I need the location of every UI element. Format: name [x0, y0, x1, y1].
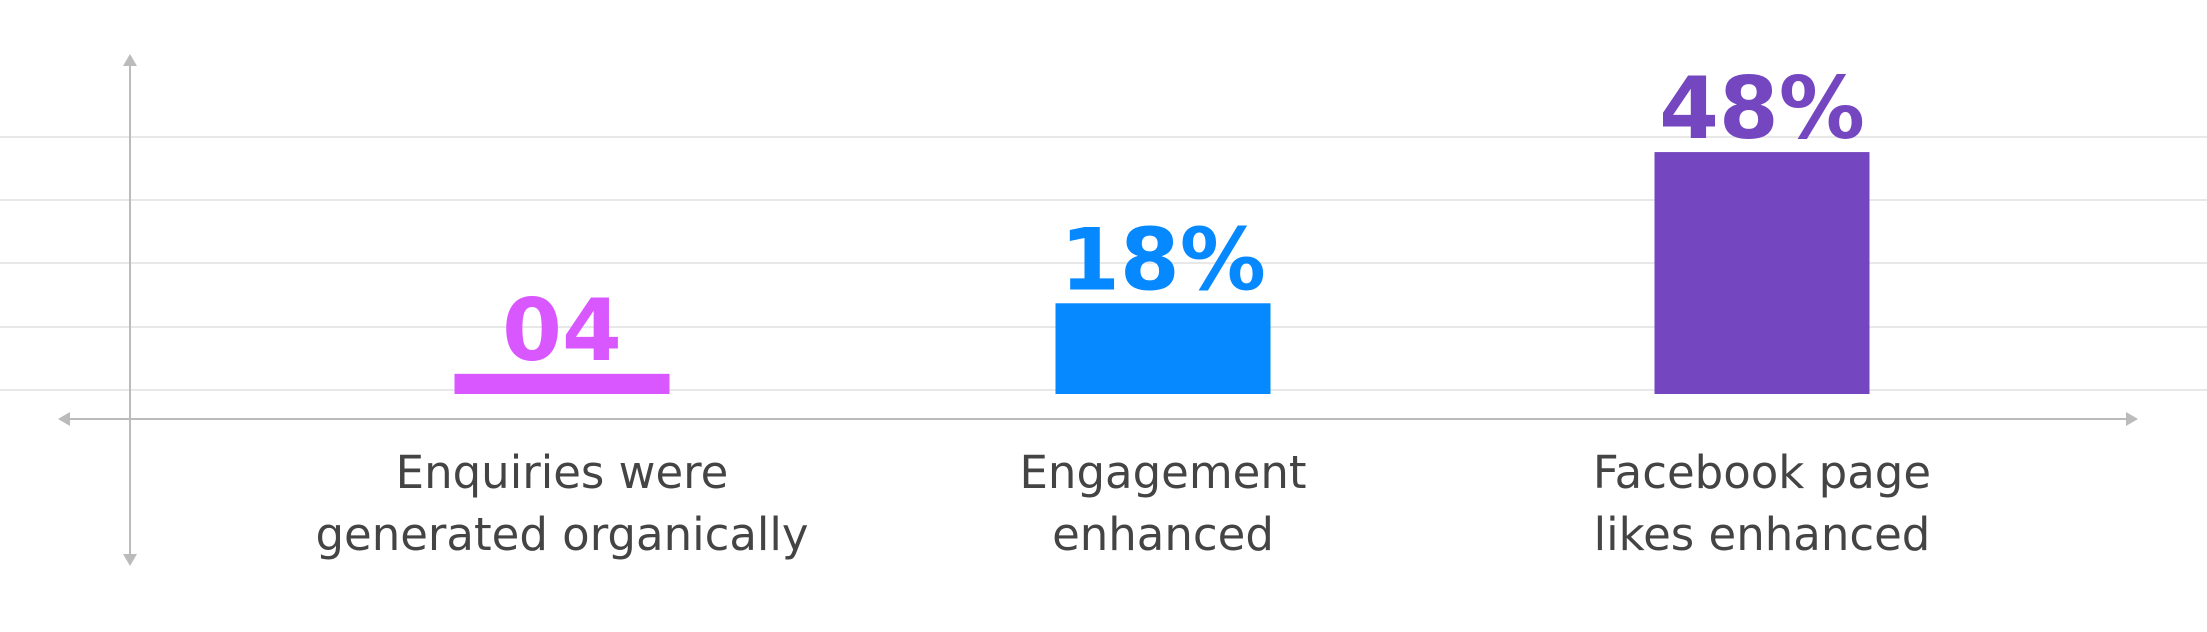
label-line: generated organically: [315, 508, 808, 561]
axis-arrow: [123, 554, 137, 566]
bar: [454, 373, 670, 394]
label-line: likes enhanced: [1594, 508, 1931, 561]
axis-arrow: [58, 412, 70, 426]
value-label: 18%: [1060, 210, 1266, 310]
value-label: 48%: [1659, 59, 1865, 159]
label-line: Enquiries were: [396, 446, 729, 499]
label-line: Engagement: [1019, 446, 1306, 499]
label-line: enhanced: [1052, 508, 1274, 561]
label-line: Facebook page: [1593, 446, 1931, 499]
axis-arrow: [2126, 412, 2138, 426]
bar: [1055, 303, 1271, 394]
x-tick-label: Enquiries were generated organically: [315, 446, 808, 561]
bar: [1654, 152, 1870, 394]
axis-arrow: [123, 54, 137, 66]
x-tick-label: Facebook page likes enhanced: [1593, 446, 1931, 561]
axes: [58, 54, 2138, 566]
x-tick-label: Engagement enhanced: [1019, 446, 1306, 561]
value-label: 04: [502, 281, 622, 381]
